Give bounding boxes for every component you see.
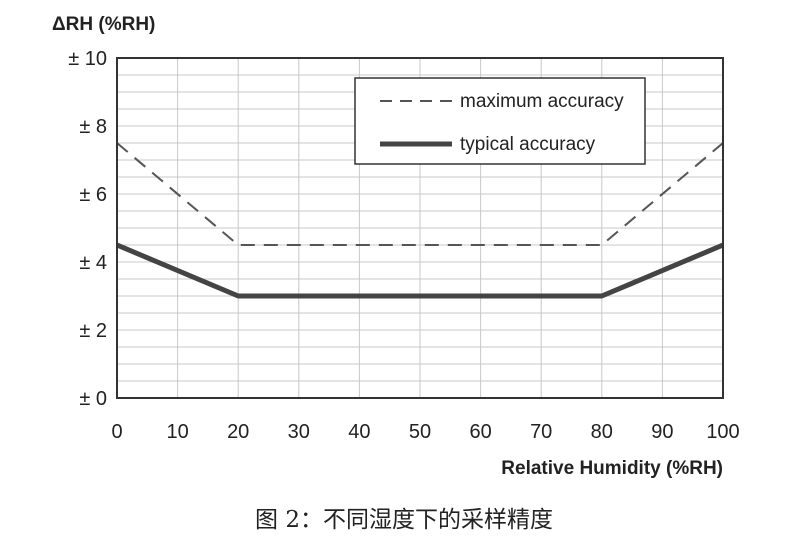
y-tick-label: ± 4 [79, 252, 107, 274]
y-axis-title: ΔRH (%RH) [52, 14, 155, 35]
x-tick-labels: 0 10 20 30 40 50 60 70 80 90 100 [111, 421, 739, 443]
x-tick-label: 0 [111, 421, 122, 443]
x-tick-label: 40 [348, 421, 370, 443]
legend: maximum accuracy typical accuracy [354, 77, 646, 165]
x-tick-label: 80 [591, 421, 613, 443]
x-tick-label: 70 [530, 421, 552, 443]
x-tick-label: 20 [227, 421, 249, 443]
y-tick-label: ± 10 [68, 48, 107, 70]
x-tick-label: 10 [166, 421, 188, 443]
x-tick-label: 60 [469, 421, 491, 443]
x-tick-label: 90 [651, 421, 673, 443]
legend-box [354, 77, 646, 165]
y-tick-label: ± 6 [79, 184, 107, 206]
x-tick-label: 50 [409, 421, 431, 443]
x-axis-title: Relative Humidity (%RH) [501, 458, 723, 479]
y-tick-label: ± 0 [79, 388, 107, 410]
chart: ± 0 ± 2 ± 4 ± 6 ± 8 ± 10 0 10 20 30 40 50 60 70 80 90 1… [52, 14, 740, 479]
series-layer [116, 142, 724, 299]
figure-caption: 图 2：不同湿度下的采样精度 [255, 507, 553, 533]
x-tick-label: 30 [288, 421, 310, 443]
y-tick-label: ± 8 [79, 116, 107, 138]
series-line-maximum-accuracy [116, 142, 724, 246]
legend-label-typical-accuracy: typical accuracy [460, 134, 596, 155]
y-tick-label: ± 2 [79, 320, 107, 342]
y-tick-labels: ± 0 ± 2 ± 4 ± 6 ± 8 ± 10 [68, 48, 107, 410]
legend-label-maximum-accuracy: maximum accuracy [460, 91, 624, 112]
plot-frame [116, 57, 724, 399]
x-tick-label: 100 [706, 421, 739, 443]
series-line-typical-accuracy [116, 242, 724, 299]
